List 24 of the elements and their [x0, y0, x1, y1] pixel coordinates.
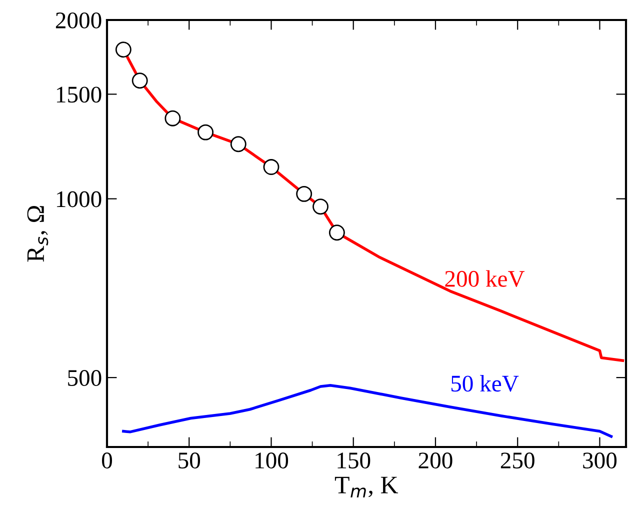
point [164, 110, 181, 126]
point [296, 186, 312, 202]
point [115, 42, 132, 58]
y-tick-label: 1000 [56, 191, 102, 208]
point [328, 224, 345, 241]
x-tick-label: 0 [102, 452, 112, 468]
x-axis-title: T$_{m}$, K [334, 476, 398, 498]
x-tick-label: 50 [178, 452, 200, 468]
x-tick-label: 100 [256, 452, 288, 468]
y-tick-label: 500 [68, 370, 102, 386]
x-tick-label: 150 [338, 452, 370, 468]
point [263, 159, 280, 176]
point [198, 124, 214, 140]
series-label: 200 keV [445, 270, 525, 287]
point [230, 136, 246, 152]
point [312, 198, 328, 215]
series-label: 50 keV [451, 375, 519, 392]
y-axis-title: R$_{s}$, Ω [27, 206, 48, 262]
y-tick-label: 1500 [56, 86, 102, 103]
x-tick-label: 200 [418, 452, 452, 468]
x-tick-label: 250 [500, 452, 534, 468]
x-tick-label: 300 [583, 452, 617, 468]
point [132, 72, 148, 89]
y-tick-label: 2000 [56, 12, 102, 28]
